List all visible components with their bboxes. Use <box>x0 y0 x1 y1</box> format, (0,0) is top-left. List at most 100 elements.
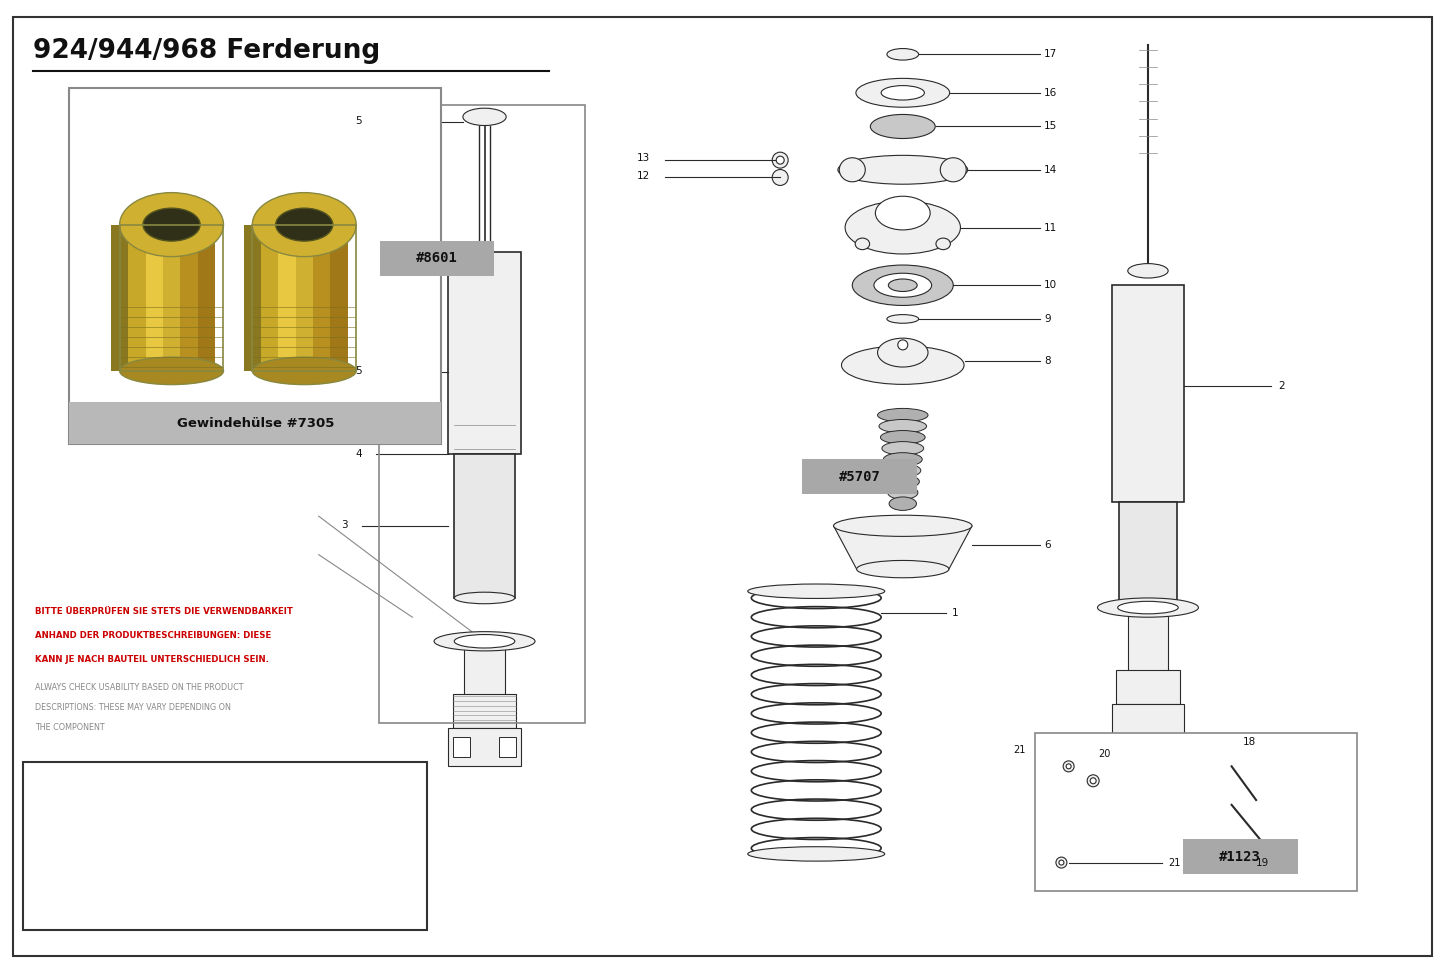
Text: 4: 4 <box>355 449 361 458</box>
Bar <box>331 225 347 371</box>
Bar <box>181 225 198 371</box>
Ellipse shape <box>886 475 919 488</box>
Polygon shape <box>834 526 972 569</box>
Text: Gewindehülse #7305: Gewindehülse #7305 <box>176 417 334 429</box>
Ellipse shape <box>834 515 972 537</box>
Bar <box>1111 286 1183 502</box>
Ellipse shape <box>747 584 884 598</box>
Bar <box>1127 608 1168 684</box>
Text: #8601: #8601 <box>416 251 458 265</box>
Ellipse shape <box>876 196 931 230</box>
Circle shape <box>1056 857 1066 868</box>
Text: 18: 18 <box>1243 737 1256 747</box>
Text: 11: 11 <box>1045 223 1058 233</box>
Ellipse shape <box>143 208 199 241</box>
Ellipse shape <box>1098 598 1198 618</box>
Bar <box>111 225 129 371</box>
Text: KANN JE NACH BAUTEIL UNTERSCHIEDLICH SEIN.: KANN JE NACH BAUTEIL UNTERSCHIEDLICH SEI… <box>35 655 269 665</box>
Text: 15: 15 <box>1045 122 1058 131</box>
Bar <box>1118 502 1176 608</box>
Bar <box>452 694 516 728</box>
Ellipse shape <box>887 485 918 499</box>
Ellipse shape <box>841 345 964 384</box>
Circle shape <box>772 170 788 185</box>
Text: 16: 16 <box>1045 88 1058 97</box>
Ellipse shape <box>120 357 224 385</box>
Text: 1: 1 <box>952 608 958 619</box>
Bar <box>802 459 918 494</box>
Text: 10: 10 <box>1045 280 1058 290</box>
Ellipse shape <box>870 115 935 139</box>
Ellipse shape <box>874 273 932 297</box>
Bar <box>1036 732 1357 892</box>
Text: 5: 5 <box>355 116 361 125</box>
Ellipse shape <box>881 86 925 100</box>
Circle shape <box>1059 860 1064 865</box>
Text: 9: 9 <box>1045 314 1051 324</box>
Circle shape <box>1087 775 1100 786</box>
Text: 13: 13 <box>637 153 650 163</box>
Text: ALWAYS CHECK USABILITY BASED ON THE PRODUCT: ALWAYS CHECK USABILITY BASED ON THE PROD… <box>35 683 244 692</box>
Bar <box>380 241 494 276</box>
Bar <box>1116 670 1179 703</box>
Text: ANHAND DER PRODUKTBESCHREIBUNGEN: DIESE: ANHAND DER PRODUKTBESCHREIBUNGEN: DIESE <box>35 631 272 640</box>
Bar <box>146 225 163 371</box>
Ellipse shape <box>1127 263 1168 278</box>
Text: 12: 12 <box>637 171 650 180</box>
Ellipse shape <box>877 408 928 422</box>
Text: 2: 2 <box>1277 381 1285 391</box>
Bar <box>1111 703 1183 747</box>
Bar <box>262 225 279 371</box>
Ellipse shape <box>877 338 928 367</box>
Ellipse shape <box>253 357 355 385</box>
Ellipse shape <box>276 208 332 241</box>
Ellipse shape <box>845 201 961 254</box>
Ellipse shape <box>887 315 919 323</box>
Text: BITTE ÜBERPRÜFEN SIE STETS DIE VERWENDBARKEIT: BITTE ÜBERPRÜFEN SIE STETS DIE VERWENDBA… <box>35 607 293 616</box>
Bar <box>69 402 441 444</box>
Bar <box>448 728 520 766</box>
Text: 8: 8 <box>1045 356 1051 367</box>
Ellipse shape <box>881 442 923 455</box>
Text: 17: 17 <box>1045 49 1058 59</box>
Ellipse shape <box>941 157 967 181</box>
Ellipse shape <box>747 846 884 861</box>
Ellipse shape <box>855 238 870 250</box>
Ellipse shape <box>884 464 920 478</box>
Ellipse shape <box>880 430 925 444</box>
Circle shape <box>1064 760 1074 772</box>
Ellipse shape <box>889 279 918 291</box>
Ellipse shape <box>434 632 535 650</box>
Text: 19: 19 <box>1256 858 1269 868</box>
Ellipse shape <box>462 108 506 125</box>
Bar <box>452 737 470 757</box>
Text: DESCRIPTIONS: THESE MAY VARY DEPENDING ON: DESCRIPTIONS: THESE MAY VARY DEPENDING O… <box>35 703 231 712</box>
Bar <box>379 105 585 723</box>
Bar <box>464 642 504 713</box>
Ellipse shape <box>454 635 514 648</box>
Ellipse shape <box>1117 601 1178 614</box>
Ellipse shape <box>887 48 919 60</box>
Bar <box>163 225 181 371</box>
Bar <box>279 225 296 371</box>
Bar <box>129 225 146 371</box>
Text: 20: 20 <box>1098 749 1111 758</box>
Ellipse shape <box>889 497 916 510</box>
Bar <box>23 761 426 930</box>
Ellipse shape <box>253 193 355 257</box>
Circle shape <box>1090 778 1097 784</box>
Ellipse shape <box>120 193 224 257</box>
Bar <box>244 225 262 371</box>
Bar <box>69 88 441 444</box>
Ellipse shape <box>454 593 514 604</box>
Bar <box>448 252 520 454</box>
Ellipse shape <box>883 453 922 466</box>
Bar <box>253 225 355 371</box>
Text: THE COMPONENT: THE COMPONENT <box>35 724 104 732</box>
Circle shape <box>897 340 907 350</box>
Ellipse shape <box>936 238 951 250</box>
Bar <box>314 225 331 371</box>
Text: #1123: #1123 <box>1220 850 1261 864</box>
Circle shape <box>772 152 788 168</box>
Bar <box>120 225 224 371</box>
